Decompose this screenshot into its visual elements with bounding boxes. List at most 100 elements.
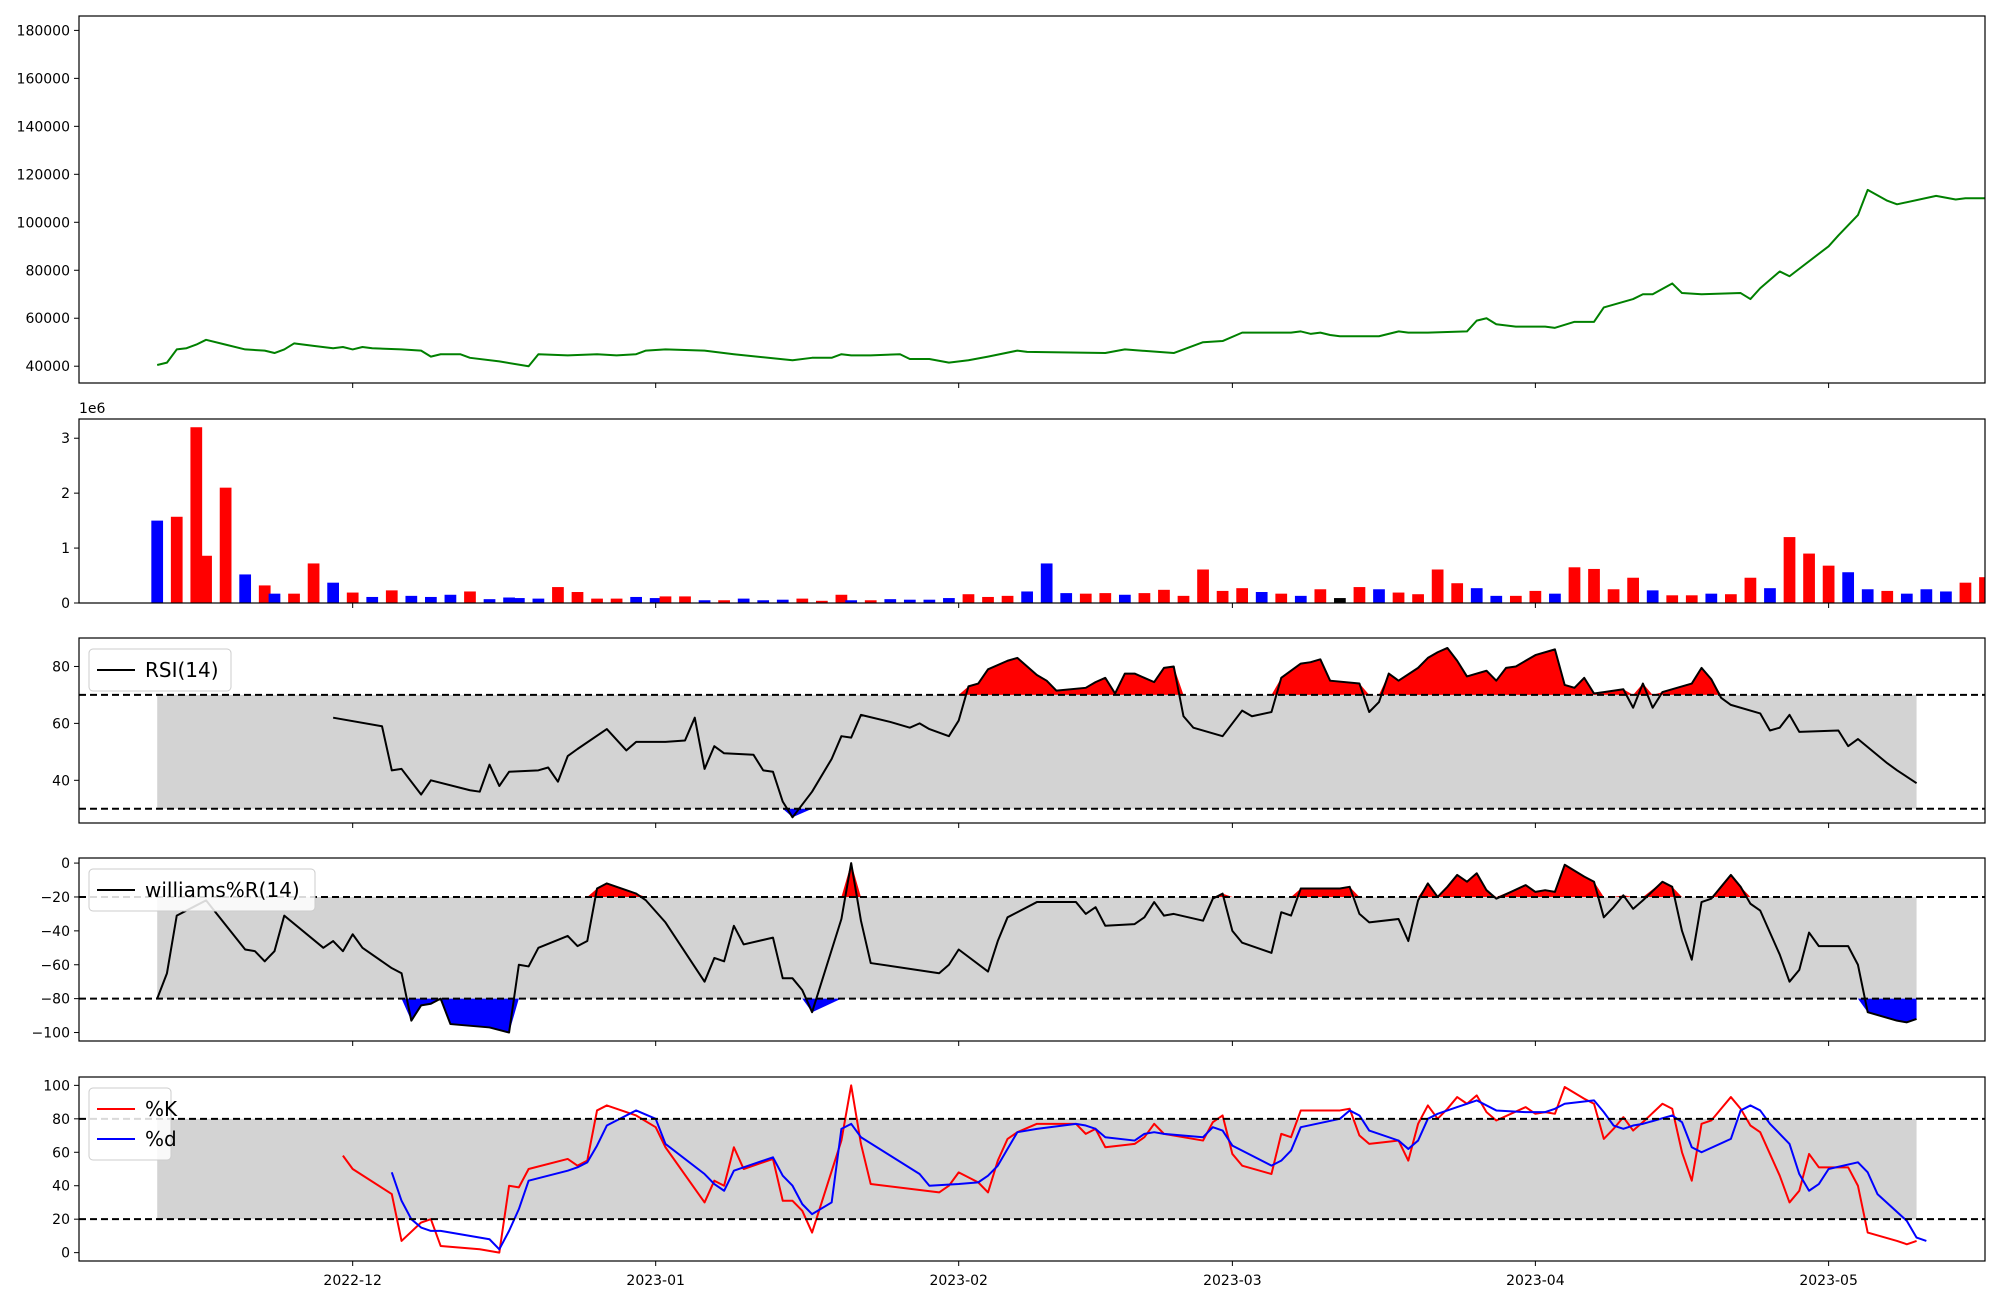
volume-bar-2023-03-14 [1353, 587, 1366, 603]
volume-bar-2023-04-05 [1568, 567, 1581, 603]
stochastic-legend-label: %K [145, 1097, 178, 1121]
volume-bar-2023-02-02 [962, 594, 975, 603]
williams-y-tick-label: −40 [40, 924, 70, 940]
volume-frame [78, 418, 1986, 604]
volume-bar-2023-05-13 [1940, 591, 1952, 603]
volume-bar-2022-11-18 [219, 487, 232, 603]
stochastic-legend-label: %d [145, 1127, 177, 1151]
volume-bar-2023-01-31 [943, 598, 955, 603]
volume-bar-2022-12-11 [444, 594, 457, 603]
volume-bar-2022-12-17 [503, 597, 515, 603]
x-tick-label: 2023-05 [1799, 1273, 1858, 1289]
volume-bar-2023-02-08 [1021, 591, 1033, 603]
rsi-legend-label: RSI(14) [145, 658, 219, 682]
williams-y-tick-label: −20 [40, 890, 70, 906]
volume-bar-2022-12-15 [483, 599, 496, 603]
price-y-tick-label: 120000 [17, 167, 70, 183]
volume-bar-2023-04-29 [1803, 553, 1815, 603]
stochastic-y-tick-label: 80 [52, 1112, 70, 1128]
stochastic-y-tick-label: 0 [61, 1246, 70, 1262]
williams-panel: 0 −20 −40 −60 −80 −100 williams%R(14) [32, 856, 1986, 1046]
volume-bar-2022-12-22 [552, 587, 564, 603]
stochastic-panel: 0 20 40 60 80 100 %K %d [43, 1076, 1986, 1266]
volume-bar-2022-11-16 [200, 555, 212, 603]
volume-bar-2023-04-23 [1744, 577, 1757, 603]
stochastic-legend: %K %d [88, 1087, 178, 1161]
volume-bar-2023-04-25 [1764, 588, 1776, 603]
volume-bar-2022-11-25 [288, 593, 300, 603]
williams-y-tick-label: −100 [32, 1026, 70, 1042]
price-y-tick-label: 180000 [17, 23, 70, 39]
volume-bar-2023-03-24 [1451, 583, 1464, 603]
rsi-legend-box [88, 648, 232, 692]
rsi-band [157, 694, 1917, 809]
volume-bar-2022-12-05 [385, 590, 398, 603]
williams-oversold-fill [157, 998, 1917, 1033]
volume-bar-2023-05-15 [1959, 582, 1972, 603]
volume-bar-2022-12-28 [610, 598, 623, 603]
volume-bar-2022-12-18 [512, 598, 525, 603]
volume-bar-2022-12-26 [591, 598, 603, 603]
stochastic-y-tick-label: 100 [43, 1078, 70, 1094]
volume-bar-2023-04-17 [1685, 595, 1698, 603]
price-panel: 40000 60000 80000 100000 120000 140000 160000 1… [17, 15, 1986, 388]
price-plot-area [156, 188, 1985, 368]
volume-bar-2022-11-15 [190, 427, 203, 603]
stochastic-series-line--k [342, 1084, 1917, 1254]
volume-bar-2022-12-24 [571, 592, 584, 603]
rsi-oversold-fill [333, 808, 1917, 818]
volume-bar-2023-03-04 [1255, 592, 1268, 603]
williams-overbought-fill [157, 863, 1917, 897]
volume-bar-2023-02-12 [1060, 593, 1073, 603]
williams-legend: williams%R(14) [88, 868, 316, 912]
volume-bar-2023-02-14 [1079, 593, 1092, 603]
volume-bar-2023-03-22 [1431, 569, 1444, 603]
volume-bar-2023-04-13 [1646, 590, 1659, 603]
volume-y-tick-label: 3 [61, 431, 70, 447]
volume-bar-2023-02-10 [1040, 563, 1053, 603]
stochastic-y-tick-label: 20 [52, 1212, 70, 1228]
x-tick-label: 2023-01 [626, 1273, 685, 1289]
volume-bar-2023-02-24 [1177, 595, 1190, 603]
volume-bar-2023-03-10 [1314, 589, 1327, 603]
stochastic-band [157, 1118, 1917, 1220]
stochastic-y-tick-label: 40 [52, 1179, 70, 1195]
volume-bar-2023-01-02 [659, 596, 672, 603]
volume-bar-2023-05-01 [1822, 565, 1835, 603]
stochastic-plot-area [79, 1084, 1985, 1254]
volume-bar-2022-11-27 [307, 563, 320, 603]
williams-series-line-williams-r-14- [156, 862, 1917, 1034]
volume-plot-area [151, 427, 1985, 603]
rsi-frame [78, 637, 1986, 824]
rsi-series-line-rsi-14- [332, 646, 1918, 819]
volume-bar-2023-01-08 [718, 600, 730, 603]
volume-bar-2023-04-07 [1588, 568, 1600, 603]
volume-bar-2023-02-18 [1118, 594, 1131, 603]
volume-y-tick-label: 1 [61, 541, 70, 557]
williams-y-tick-label: 0 [61, 856, 70, 872]
volume-bar-2023-03-06 [1275, 593, 1288, 603]
price-y-tick-label: 100000 [17, 215, 70, 231]
volume-y-tick-label: 2 [61, 486, 70, 502]
volume-bar-2023-02-28 [1216, 590, 1229, 603]
volume-axis-offset-label: 1e6 [79, 401, 106, 417]
volume-bar-2023-01-21 [845, 600, 858, 603]
volume-bar-2023-03-08 [1294, 595, 1307, 603]
volume-bar-2023-02-20 [1138, 593, 1151, 603]
volume-bar-2023-03-28 [1490, 595, 1503, 603]
volume-bar-2023-04-15 [1666, 595, 1679, 603]
volume-y-tick-label: 0 [61, 596, 70, 612]
rsi-y-tick-label: 40 [52, 773, 70, 789]
price-y-tick-label: 40000 [25, 359, 70, 375]
volume-bar-2022-11-22 [258, 585, 271, 603]
price-y-tick-label: 140000 [17, 119, 70, 135]
volume-bar-2023-03-30 [1509, 595, 1522, 603]
rsi-y-tick-label: 80 [52, 659, 70, 675]
volume-bar-2022-11-29 [327, 582, 339, 603]
x-tick-label: 2023-02 [929, 1273, 988, 1289]
volume-bar-2023-04-19 [1705, 593, 1718, 603]
volume-bar-2023-03-02 [1236, 588, 1249, 603]
volume-bar-2023-01-29 [923, 599, 936, 603]
volume-bar-2023-01-18 [815, 600, 828, 603]
